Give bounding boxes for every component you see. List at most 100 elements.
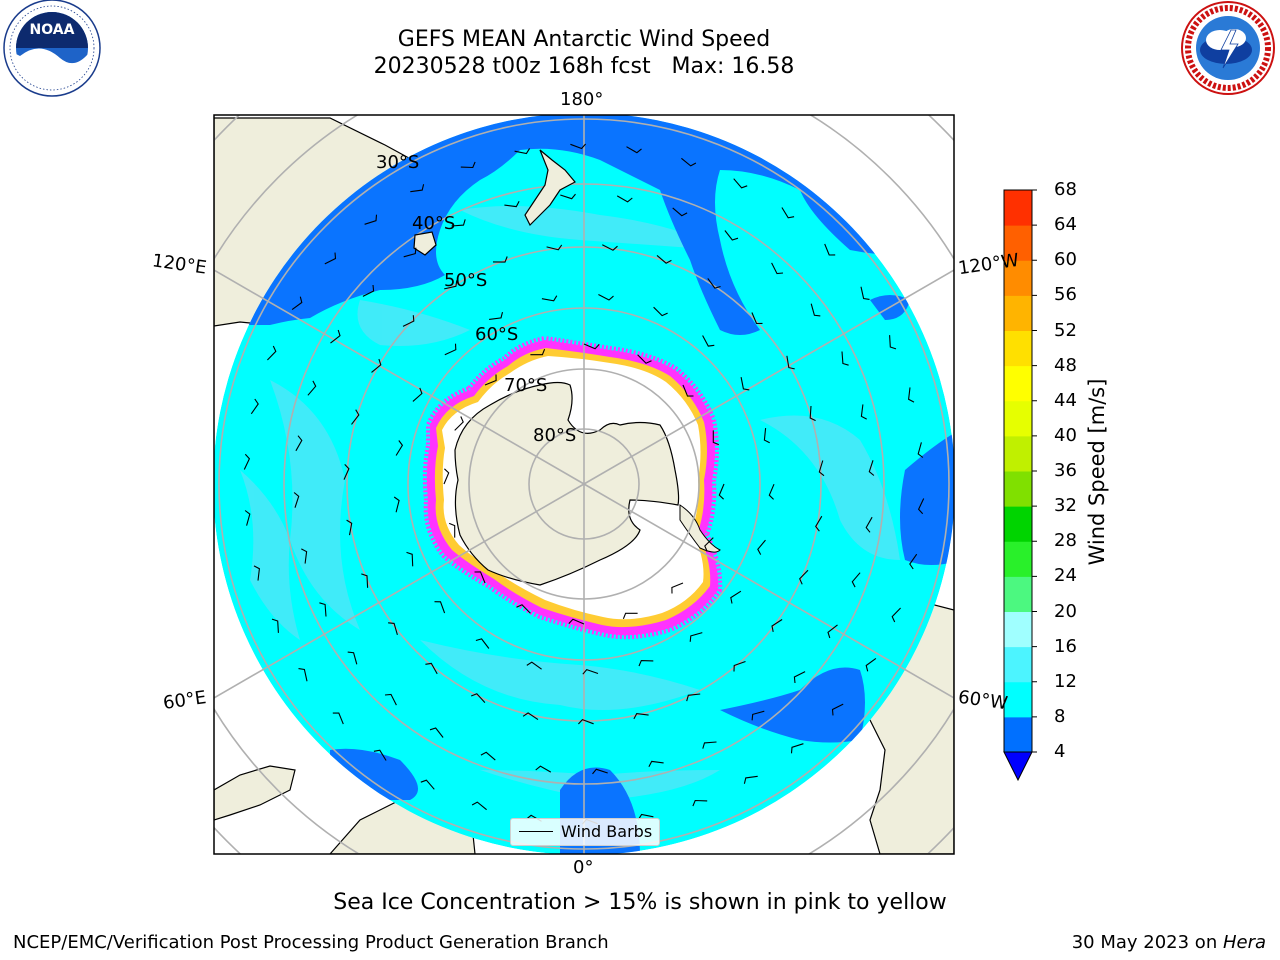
wind-barb [681, 157, 697, 167]
wind-barb [763, 428, 770, 444]
colorbar-segment [1004, 646, 1032, 683]
wind-barb [351, 409, 360, 425]
colorbar-tick-label: 28 [1054, 530, 1077, 552]
wind-barb [402, 315, 415, 327]
wind-barb [332, 712, 344, 725]
wind-barb [860, 286, 870, 300]
wind-barb [851, 572, 861, 588]
legend-line-swatch [519, 831, 553, 832]
wind-barb [470, 693, 486, 703]
lon-label-180: 180° [560, 89, 604, 110]
wind-barb [444, 280, 458, 290]
wind-barb [781, 207, 795, 219]
new-zealand [524, 149, 576, 227]
wind-barb [671, 582, 684, 594]
colorbar-tick-label: 16 [1054, 635, 1077, 657]
lon-grid [214, 115, 954, 854]
wind-barb [420, 779, 435, 790]
colorbar-segment [1004, 681, 1032, 718]
wind-barb [489, 311, 504, 320]
colorbar-tick-label: 8 [1054, 705, 1066, 727]
wind-barb [451, 219, 466, 227]
wind-barb [831, 703, 844, 716]
wind-barb [570, 143, 587, 150]
wind-barb [790, 743, 804, 754]
map-title: GEFS MEAN Antarctic Wind Speed [397, 27, 771, 52]
wind-barb [253, 565, 260, 581]
wind-barb [403, 247, 417, 258]
wind-barb [364, 214, 378, 225]
lat-label-80s: 80°S [533, 425, 577, 446]
wind-barb [393, 496, 400, 513]
colorbar-tick-label: 20 [1054, 600, 1077, 622]
wind-barb [751, 710, 765, 721]
colorbar-segment [1004, 541, 1032, 577]
wind-barb [250, 398, 259, 415]
map-frame [213, 114, 955, 855]
wind-barb [704, 537, 714, 552]
wind-barb [347, 651, 358, 665]
wind-barb [733, 178, 748, 189]
wind-barb [740, 376, 750, 391]
wind-barb [434, 601, 446, 614]
wind-barb [330, 329, 341, 344]
wind-barb [271, 618, 279, 633]
wind-barb [692, 799, 708, 807]
colorbar [1003, 189, 1037, 782]
colorbar-label: Wind Speed [m/s] [1085, 378, 1109, 566]
wind-barb [444, 343, 457, 356]
wind-barb [492, 256, 508, 263]
wind-barb [395, 440, 404, 456]
colorbar-tick-label: 60 [1054, 249, 1077, 271]
colorbar-segment [1004, 295, 1032, 331]
wind-barb [702, 335, 715, 347]
wind-barb [484, 374, 497, 386]
colorbar-segment [1004, 435, 1032, 472]
lat-label-70s: 70°S [504, 375, 548, 396]
map-subtitle: 20230528 t00z 168h fcst Max: 16.58 [373, 54, 795, 79]
wind-barb [514, 148, 531, 155]
footer-date: 30 May 2023 on Hera [1072, 932, 1266, 953]
wind-barb [860, 404, 867, 420]
colorbar-tick-label: 36 [1054, 460, 1077, 481]
map-legend: Wind Barbs [510, 818, 660, 846]
wind-barb [307, 380, 317, 396]
wind-barb [633, 713, 649, 720]
wind-barb [598, 294, 614, 301]
colorbar-segment [1004, 716, 1032, 753]
wind-barb [388, 622, 398, 636]
wind-barb [526, 661, 542, 670]
wind-barb [616, 195, 633, 203]
lat-label-30s: 30°S [376, 152, 420, 173]
wind-barb [824, 243, 836, 256]
wind-barb [771, 262, 784, 275]
wind-barb [653, 306, 668, 317]
wind-barb [689, 632, 703, 642]
wind-barb [743, 775, 758, 784]
wind-barb [656, 254, 672, 264]
lon-label-0: 0° [573, 857, 594, 878]
wind-barb [295, 435, 303, 452]
wind-barb [865, 657, 877, 672]
wind-barb [809, 405, 816, 422]
colorbar-segment [1004, 365, 1032, 402]
wind-light-zones [240, 206, 900, 800]
wind-barb [908, 387, 915, 403]
colorbar-segment [1004, 225, 1032, 261]
legend-label: Wind Barbs [561, 822, 653, 841]
wind-barb [425, 662, 438, 675]
colorbar-segment [1004, 190, 1032, 226]
wind-barb [682, 384, 694, 397]
colorbar-tick-label: 56 [1054, 284, 1077, 306]
wind-barb [504, 201, 520, 208]
colorbar-segment [1004, 611, 1032, 648]
wind-barb [298, 668, 308, 682]
colorbar-segment [1004, 400, 1032, 437]
wind-barb [454, 416, 464, 431]
colorbar-tick-label: 4 [1054, 741, 1066, 762]
wind-barb [324, 252, 337, 265]
wind-barb [865, 516, 873, 533]
wind-barb [592, 768, 608, 775]
wind-barb [868, 460, 875, 476]
wind-barb [827, 624, 838, 639]
